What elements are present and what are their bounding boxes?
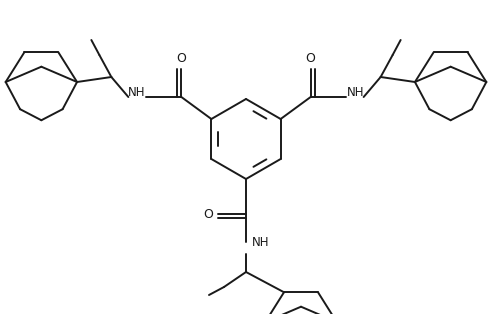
Text: O: O — [203, 208, 213, 220]
Text: NH: NH — [347, 85, 364, 99]
Text: NH: NH — [252, 236, 270, 248]
Text: O: O — [176, 52, 186, 66]
Text: NH: NH — [128, 85, 145, 99]
Text: O: O — [306, 52, 316, 66]
